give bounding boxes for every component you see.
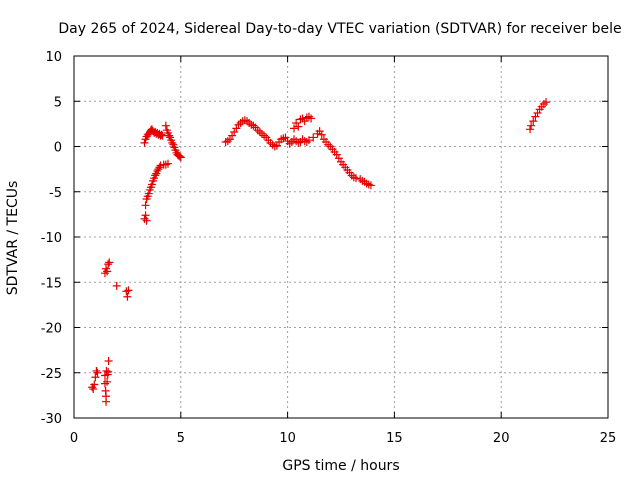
y-tick-label: -20: [41, 322, 62, 337]
data-point: [142, 216, 151, 225]
data-point: [140, 214, 149, 223]
data-point: [155, 163, 164, 172]
data-point: [309, 133, 318, 142]
data-point: [307, 114, 316, 123]
data-point: [161, 121, 170, 130]
data-point: [542, 98, 551, 107]
data-point: [300, 137, 309, 146]
data-point: [349, 173, 358, 182]
data-point: [302, 113, 311, 122]
data-point: [151, 171, 160, 180]
data-point: [163, 159, 172, 168]
data-point: [296, 115, 305, 124]
data-point: [102, 397, 111, 406]
data-point: [255, 128, 264, 137]
grid-layer: [74, 56, 608, 418]
data-point: [290, 124, 299, 133]
data-point: [147, 180, 156, 189]
data-point: [260, 131, 269, 140]
data-point: [281, 133, 290, 142]
x-tick-label: 0: [70, 431, 78, 446]
x-tick-label: 5: [177, 431, 185, 446]
data-point: [351, 174, 360, 183]
data-point: [124, 286, 133, 295]
data-point: [223, 137, 232, 146]
data-point: [91, 373, 100, 382]
data-point: [103, 267, 112, 276]
data-point: [100, 379, 109, 388]
data-point: [292, 118, 301, 127]
data-point: [89, 385, 98, 394]
data-point: [243, 117, 252, 126]
y-tick-label: -10: [41, 231, 62, 246]
data-point: [228, 131, 237, 140]
data-point: [141, 201, 150, 210]
data-point: [304, 112, 313, 121]
data-point: [112, 281, 121, 290]
data-point: [104, 356, 113, 365]
x-tick-label: 20: [493, 431, 510, 446]
y-tick-label: 5: [54, 95, 62, 110]
data-point: [140, 138, 149, 147]
y-tick-label: 10: [45, 50, 62, 65]
data-point: [304, 136, 313, 145]
data-point: [527, 121, 536, 130]
data-point: [168, 138, 177, 147]
y-axis-label: SDTVAR / TECUs: [5, 181, 21, 296]
data-point: [122, 287, 131, 296]
data-point: [92, 366, 101, 375]
data-point: [100, 269, 109, 278]
data-point: [294, 122, 303, 131]
data-point: [366, 181, 375, 190]
data-point: [232, 124, 241, 133]
chart-title: Day 265 of 2024, Sidereal Day-to-day VTE…: [58, 21, 621, 37]
data-point: [104, 367, 113, 376]
x-tick-label: 10: [279, 431, 296, 446]
marks-layer: [88, 98, 551, 406]
data-point: [526, 125, 535, 134]
data-point: [175, 152, 184, 161]
data-point: [176, 153, 185, 162]
y-tick-label: -30: [41, 412, 62, 427]
data-point: [294, 138, 303, 147]
x-axis-label: GPS time / hours: [282, 458, 399, 474]
y-tick-label: -5: [49, 186, 62, 201]
data-point: [157, 130, 166, 139]
x-tick-label: 15: [386, 431, 403, 446]
data-point: [102, 366, 111, 375]
data-point: [144, 189, 153, 198]
y-tick-label: -15: [41, 276, 62, 291]
data-point: [141, 211, 150, 220]
ticks-layer: 0 5 10 15 20 25 -30 -25 -20 -15 -10 -5 0 5 10: [41, 50, 617, 446]
data-point: [531, 112, 540, 121]
data-point: [103, 377, 112, 386]
data-point: [104, 260, 113, 269]
x-tick-label: 25: [600, 431, 617, 446]
data-point: [529, 117, 538, 126]
data-point: [105, 258, 114, 267]
data-point: [165, 131, 174, 140]
data-point: [317, 130, 326, 139]
y-tick-label: 0: [54, 141, 62, 156]
data-point: [533, 109, 542, 118]
data-point: [270, 142, 279, 151]
y-tick-label: -25: [41, 367, 62, 382]
data-point: [93, 368, 102, 377]
data-point: [123, 292, 132, 301]
data-point: [257, 129, 266, 138]
data-point: [90, 380, 99, 389]
data-point: [334, 154, 343, 163]
data-point: [234, 120, 243, 129]
data-point: [230, 128, 239, 137]
